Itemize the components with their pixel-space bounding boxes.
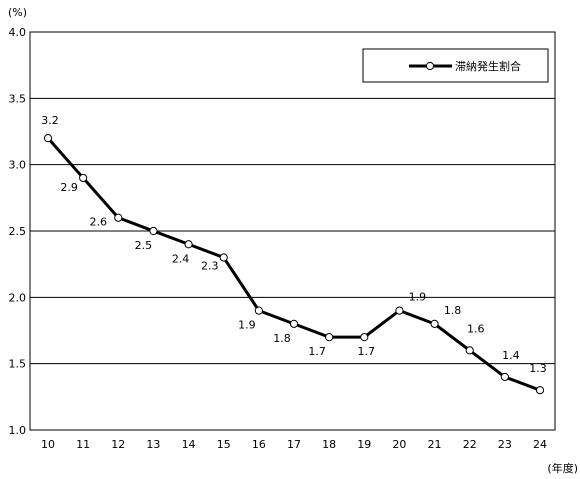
- data-label: 2.5: [135, 239, 153, 252]
- x-tick-label: 22: [463, 438, 477, 451]
- legend: 滞納発生割合: [362, 48, 549, 83]
- y-tick-label: 2.0: [9, 291, 27, 304]
- x-tick-label: 10: [41, 438, 55, 451]
- data-point: [43, 134, 53, 143]
- data-point: [325, 333, 334, 342]
- data-label: 1.9: [409, 291, 427, 304]
- data-point: [79, 173, 88, 183]
- data-point: [114, 213, 123, 222]
- data-label: 1.6: [467, 322, 485, 335]
- x-tick-label: 15: [217, 438, 231, 451]
- data-label: 1.8: [273, 332, 291, 345]
- data-point: [500, 372, 509, 382]
- data-label: 1.7: [308, 345, 326, 358]
- y-tick-label: 1.5: [9, 358, 27, 371]
- legend-box: [362, 48, 549, 83]
- x-tick-label: 11: [76, 438, 90, 451]
- x-tick-label: 13: [146, 438, 160, 451]
- x-tick-label: 18: [322, 438, 336, 451]
- x-tick-label: 24: [533, 438, 547, 451]
- y-tick-label: 4.0: [9, 26, 27, 39]
- legend-series-name: 滞納発生割合: [455, 59, 521, 73]
- data-point: [149, 226, 158, 236]
- gridlines: [30, 31, 555, 431]
- y-unit-label: (%): [8, 6, 27, 19]
- data-label: 2.3: [201, 260, 219, 273]
- data-label: 2.4: [172, 252, 190, 265]
- plot-area: [29, 31, 556, 431]
- y-tick-label: 3.0: [9, 159, 27, 172]
- x-tick-label: 17: [287, 438, 301, 451]
- x-tick-label: 23: [498, 438, 512, 451]
- data-label: 2.6: [90, 216, 108, 229]
- data-point: [395, 306, 404, 315]
- data-label: 3.2: [41, 114, 59, 127]
- data-point: [430, 319, 439, 328]
- x-tick-label: 21: [428, 438, 442, 451]
- data-point: [360, 333, 369, 342]
- y-axis-ticks: 1.0 1.5 2.0 2.5 3.0 3.5 4.0: [9, 26, 27, 437]
- data-label: 1.9: [238, 319, 256, 332]
- data-label: 1.7: [358, 345, 376, 358]
- data-label: 1.8: [444, 304, 462, 317]
- x-unit-label: (年度): [547, 461, 578, 475]
- series-group: [43, 134, 545, 395]
- data-label: 1.4: [502, 349, 520, 362]
- data-labels: 3.2 2.9 2.6 2.5 2.4 2.3 1.9 1.8 1.7 1.7 1.9 1.8 1.6 1…: [41, 114, 547, 375]
- data-point: [465, 346, 474, 355]
- data-point: [219, 253, 228, 262]
- x-tick-label: 12: [111, 438, 125, 451]
- x-tick-label: 16: [252, 438, 266, 451]
- x-tick-label: 19: [357, 438, 371, 451]
- data-point: [535, 386, 545, 395]
- x-axis-ticks: 10 11 12 13 14 15 16 17 18 19 20 21 22 23 24: [41, 438, 547, 451]
- x-tick-label: 14: [182, 438, 196, 451]
- legend-marker: [425, 61, 435, 71]
- data-label: 2.9: [60, 181, 78, 194]
- data-point: [254, 306, 263, 315]
- x-tick-label: 20: [392, 438, 406, 451]
- data-point: [289, 319, 299, 328]
- y-tick-label: 2.5: [9, 225, 27, 238]
- y-tick-label: 3.5: [9, 92, 27, 105]
- y-tick-label: 1.0: [9, 424, 27, 437]
- data-point: [184, 240, 193, 249]
- data-label: 1.3: [529, 362, 547, 375]
